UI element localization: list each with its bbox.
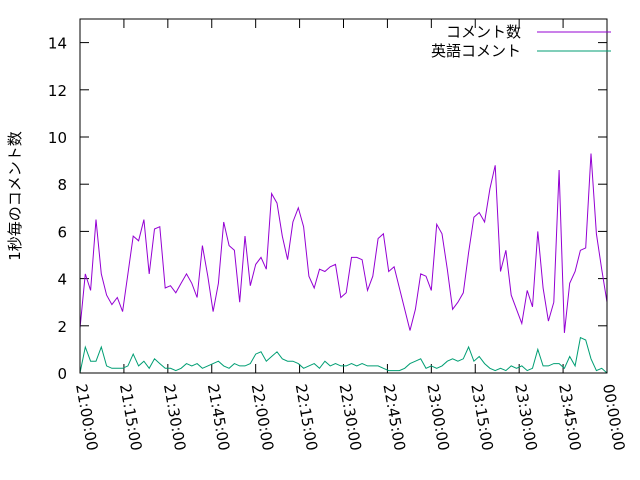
x-axis-ticks: 21:00:00 21:15:00 21:30:00 21:45:00 22:00:00… [72,19,628,452]
y-tick-label: 0 [57,365,67,383]
y-tick-label: 10 [48,129,67,147]
x-tick-label: 23:00:00 [423,383,452,452]
x-tick-label: 21:15:00 [116,383,145,452]
series-layer [79,153,608,374]
x-tick-label: 22:15:00 [292,383,321,452]
series-line-1 [79,153,608,333]
x-tick-label: 21:45:00 [204,383,233,452]
x-tick-label: 22:30:00 [336,383,365,452]
y-tick-label: 8 [57,176,67,194]
x-tick-label: 21:30:00 [160,383,189,452]
y-tick-label: 12 [48,82,67,100]
y-tick-label: 14 [48,35,67,53]
x-tick-label: 22:00:00 [248,383,277,452]
y-tick-label: 6 [57,223,67,241]
x-tick-label: 21:00:00 [72,383,101,452]
y-tick-label: 2 [57,318,67,336]
plot-frame [79,18,608,374]
series-line-2 [79,336,608,374]
y-tick-label: 4 [57,271,67,289]
x-tick-label: 22:45:00 [379,383,408,452]
y-axis-ticks: 0 2 4 6 8 10 12 14 [48,35,607,383]
legend-label: 英語コメント [431,42,521,60]
x-tick-label: 23:15:00 [467,383,496,452]
legend-label: コメント数 [446,23,521,41]
x-tick-label: 00:00:00 [599,383,628,452]
x-tick-label: 23:45:00 [555,383,584,452]
y-axis-label: 1秒毎のコメント数 [6,131,24,261]
x-tick-label: 23:30:00 [511,383,540,452]
